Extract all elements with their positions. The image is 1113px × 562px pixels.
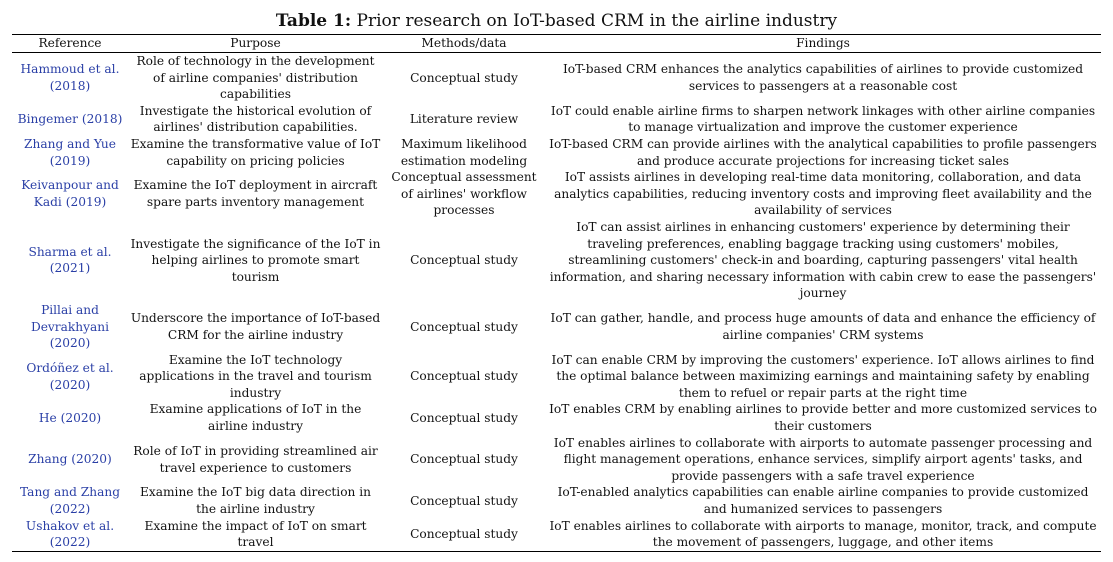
findings-cell: IoT enables CRM by enabling airlines to … [549, 402, 1097, 434]
purpose-cell: Investigate the significance of the IoT … [130, 236, 381, 284]
methods-cell: Maximum likelihood estimation modeling [400, 136, 528, 168]
methods-cell: Conceptual study [410, 493, 518, 508]
reference-cell: Ordóñez et al. (2020) [26, 360, 114, 392]
table-row: Keivanpour and Kadi (2019) Examine the I… [12, 169, 1101, 219]
methods-cell: Literature review [409, 112, 519, 127]
table-title-text: Prior research on IoT-based CRM in the a… [356, 11, 838, 31]
findings-cell: IoT can gather, handle, and process huge… [550, 311, 1096, 342]
findings-cell: IoT can enable CRM by improving the cust… [551, 352, 1095, 400]
reference-cell: Zhang (2020) [28, 452, 112, 467]
table-row: Zhang (2020) Role of IoT in providing st… [12, 435, 1101, 485]
findings-cell: IoT enables airlines to collaborate with… [545, 517, 1101, 552]
table-row: Pillai and Devrakhyani (2020) Underscore… [12, 302, 1101, 352]
findings-cell: IoT-enabled analytics capabilities can e… [557, 485, 1089, 517]
research-table: Reference Purpose Methods/data Findings … [12, 34, 1101, 552]
table-row: Bingemer (2018) Investigate the historic… [12, 103, 1101, 136]
reference-cell: Sharma et al. (2021) [28, 244, 112, 276]
methods-cell: Conceptual study [410, 253, 518, 268]
reference-cell: Hammoud et al. (2018) [20, 62, 120, 93]
table-row: Zhang and Yue (2019) Examine the transfo… [12, 136, 1101, 169]
purpose-cell: Examine the IoT technology applications … [139, 352, 372, 400]
purpose-cell: Role of technology in the development of… [136, 54, 375, 102]
findings-cell: IoT enables airlines to collaborate with… [553, 435, 1093, 483]
methods-cell: Conceptual study [410, 70, 518, 85]
reference-cell: Zhang and Yue (2019) [24, 136, 116, 168]
purpose-cell: Examine the IoT big data direction in th… [139, 485, 372, 517]
findings-cell: IoT-based CRM enhances the analytics cap… [562, 62, 1084, 93]
reference-cell: Bingemer (2018) [17, 112, 123, 127]
header-findings: Findings [545, 34, 1101, 53]
reference-cell: Pillai and Devrakhyani (2020) [30, 302, 110, 351]
findings-cell: IoT-based CRM can provide airlines with … [549, 136, 1097, 168]
purpose-cell: Examine applications of IoT in the airli… [149, 402, 362, 434]
header-purpose: Purpose [128, 34, 383, 53]
purpose-cell: Examine the impact of IoT on smart trave… [128, 517, 383, 552]
methods-cell: Conceptual study [410, 410, 518, 425]
purpose-cell: Examine the transformative value of IoT … [130, 136, 381, 168]
purpose-cell: Investigate the historical evolution of … [139, 103, 372, 135]
methods-cell: Conceptual study [410, 452, 518, 467]
purpose-cell: Role of IoT in providing streamlined air… [133, 443, 378, 475]
methods-cell: Conceptual assessment of airlines' workf… [391, 170, 537, 218]
table-row: Tang and Zhang (2022) Examine the IoT bi… [12, 484, 1101, 517]
table-title: Table 1: Prior research on IoT-based CRM… [0, 10, 1113, 32]
findings-cell: IoT assists airlines in developing real-… [554, 170, 1092, 218]
table-row: He (2020) Examine applications of IoT in… [12, 401, 1101, 434]
purpose-cell: Examine the IoT deployment in aircraft s… [133, 178, 378, 210]
table-row: Ushakov et al. (2022) Examine the impact… [12, 517, 1101, 552]
reference-cell: Ushakov et al. (2022) [12, 517, 128, 552]
findings-cell: IoT could enable airline firms to sharpe… [550, 103, 1096, 135]
table-row: Ordóñez et al. (2020) Examine the IoT te… [12, 352, 1101, 402]
methods-cell: Conceptual study [410, 319, 518, 334]
reference-cell: He (2020) [38, 410, 102, 425]
reference-cell: Tang and Zhang (2022) [20, 485, 120, 517]
header-methods: Methods/data [383, 34, 545, 53]
table-header-row: Reference Purpose Methods/data Findings [12, 34, 1101, 53]
methods-cell: Conceptual study [383, 517, 545, 552]
findings-cell: IoT can assist airlines in enhancing cus… [549, 219, 1097, 301]
table-title-label: Table 1: [275, 11, 352, 31]
table-row: Sharma et al. (2021) Investigate the sig… [12, 219, 1101, 302]
table-row: Hammoud et al. (2018) Role of technology… [12, 53, 1101, 103]
purpose-cell: Underscore the importance of IoT-based C… [130, 311, 381, 342]
header-reference: Reference [12, 34, 128, 53]
reference-cell: Keivanpour and Kadi (2019) [21, 178, 119, 210]
methods-cell: Conceptual study [410, 369, 518, 384]
